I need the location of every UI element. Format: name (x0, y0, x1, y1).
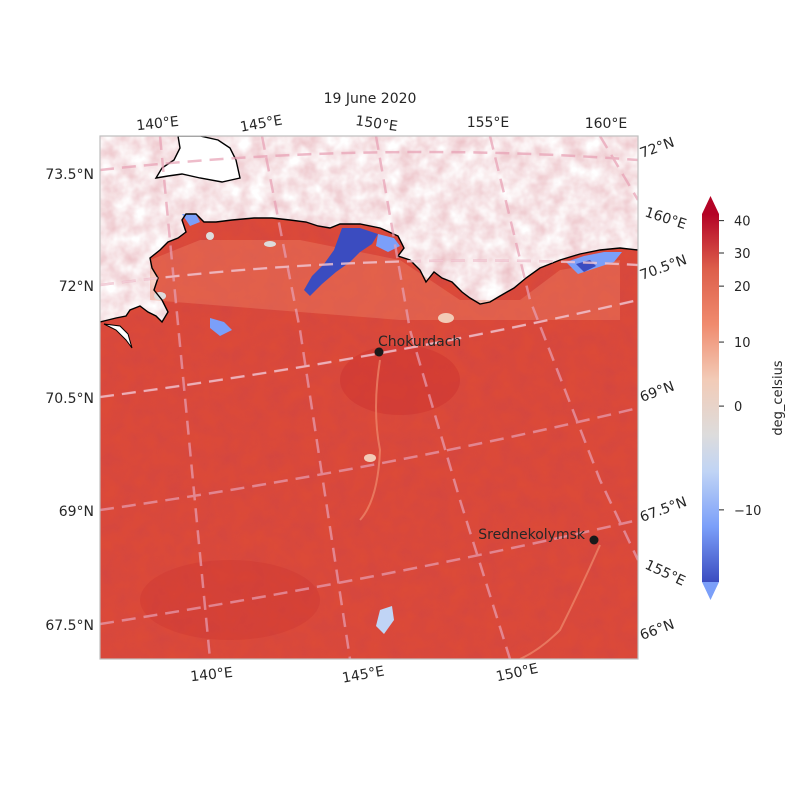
lon-label: 150°E (354, 113, 398, 135)
colorbar-extend-bottom (702, 582, 719, 600)
city-chokurdach: Chokurdach (374, 334, 461, 357)
grid-label: 155°E (642, 557, 687, 589)
coastline (100, 213, 638, 324)
colorbar-ticks: 40 30 20 10 0 −10 (719, 215, 761, 519)
lat-label: 72°N (59, 279, 94, 295)
lon-label: 145°E (341, 663, 386, 686)
lat-label: 67.5°N (45, 618, 94, 634)
grid-label: 66°N (638, 617, 677, 644)
colorbar-tick-label: 40 (734, 215, 751, 230)
city-label: Srednekolymsk (478, 527, 586, 543)
map-title: 19 June 2020 (324, 91, 417, 107)
lon-label: 145°E (239, 112, 284, 135)
city-label: Chokurdach (378, 334, 461, 350)
map-frame (99, 135, 639, 660)
colorbar-tick-label: 0 (734, 400, 742, 415)
colorbar-gradient (702, 214, 719, 582)
graticule (100, 136, 638, 659)
grid-label: 160°E (643, 205, 688, 233)
right-labels: 72°N 160°E 70.5°N 69°N 67.5°N 155°E 66°N (638, 135, 689, 644)
lat-label: 69°N (59, 504, 94, 520)
colorbar: 40 30 20 10 0 −10 deg_celsius (702, 196, 786, 600)
grid-label: 72°N (638, 135, 677, 162)
cold-patch-delta (304, 228, 378, 296)
colorbar-tick-label: 30 (734, 247, 751, 262)
lon-labels-top: 140°E 145°E 150°E 155°E 160°E (136, 112, 628, 135)
lat-labels-left: 73.5°N 72°N 70.5°N 69°N 67.5°N (45, 167, 94, 634)
lon-label: 160°E (585, 116, 628, 132)
map-panel: Chokurdach Srednekolymsk (100, 136, 638, 659)
colorbar-tick-label: 10 (734, 336, 751, 351)
grid-label: 69°N (638, 379, 677, 406)
lon-label: 140°E (190, 665, 234, 685)
colorbar-tick-label: 20 (734, 280, 751, 295)
lon-label: 155°E (467, 115, 510, 131)
lon-label: 150°E (495, 661, 540, 686)
colorbar-tick-label: −10 (734, 504, 761, 519)
lat-label: 73.5°N (45, 167, 94, 183)
lat-label: 70.5°N (45, 391, 94, 407)
lon-labels-bottom: 140°E 145°E 150°E (190, 661, 540, 687)
colorbar-extend-top (702, 196, 719, 214)
city-srednekolymsk: Srednekolymsk (478, 527, 599, 545)
grid-label: 67.5°N (638, 494, 689, 526)
grid-label: 70.5°N (638, 252, 689, 284)
lon-label: 140°E (136, 114, 180, 134)
colorbar-label: deg_celsius (771, 360, 786, 435)
